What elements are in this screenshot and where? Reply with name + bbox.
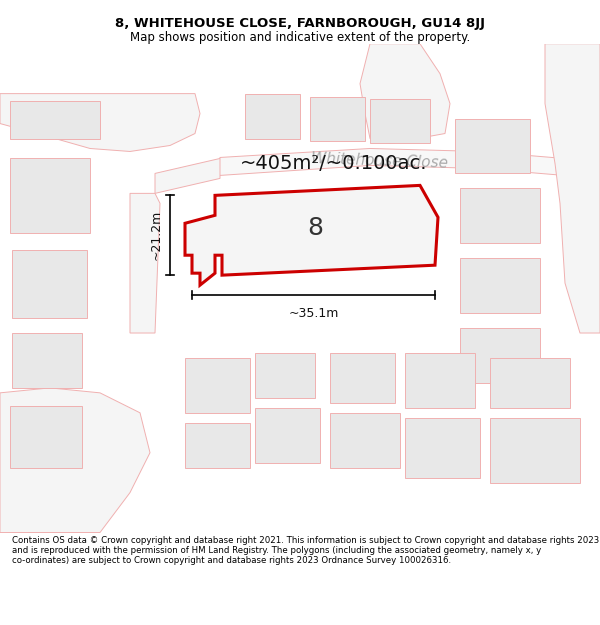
Bar — [245, 94, 300, 139]
Bar — [405, 418, 480, 478]
Bar — [185, 358, 250, 412]
Text: Contains OS data © Crown copyright and database right 2021. This information is : Contains OS data © Crown copyright and d… — [12, 536, 599, 566]
Polygon shape — [215, 149, 600, 178]
Text: 8: 8 — [307, 216, 323, 240]
Bar — [10, 406, 82, 468]
Polygon shape — [130, 193, 160, 333]
Polygon shape — [360, 44, 450, 144]
Bar — [10, 159, 90, 233]
Polygon shape — [0, 388, 150, 532]
Bar — [10, 101, 100, 139]
Text: ~405m²/~0.100ac.: ~405m²/~0.100ac. — [240, 154, 427, 173]
Bar — [310, 97, 365, 141]
Bar — [455, 119, 530, 173]
Text: Whitehouse Close: Whitehouse Close — [311, 151, 449, 171]
Bar — [405, 353, 475, 408]
Bar — [330, 412, 400, 468]
Bar — [490, 358, 570, 408]
Bar — [255, 408, 320, 462]
Bar — [255, 353, 315, 398]
Bar — [330, 353, 395, 403]
Bar — [12, 333, 82, 388]
Polygon shape — [185, 186, 438, 285]
Bar — [460, 258, 540, 313]
Text: ~21.2m: ~21.2m — [150, 210, 163, 261]
Text: ~35.1m: ~35.1m — [289, 307, 338, 320]
Polygon shape — [545, 44, 600, 333]
Polygon shape — [0, 94, 200, 151]
Bar — [12, 250, 87, 318]
Polygon shape — [155, 159, 220, 193]
Text: 8, WHITEHOUSE CLOSE, FARNBOROUGH, GU14 8JJ: 8, WHITEHOUSE CLOSE, FARNBOROUGH, GU14 8… — [115, 18, 485, 31]
Bar — [370, 99, 430, 144]
Text: Map shows position and indicative extent of the property.: Map shows position and indicative extent… — [130, 31, 470, 44]
Bar — [460, 328, 540, 383]
Bar — [460, 188, 540, 243]
Bar — [490, 418, 580, 482]
Bar — [185, 422, 250, 468]
